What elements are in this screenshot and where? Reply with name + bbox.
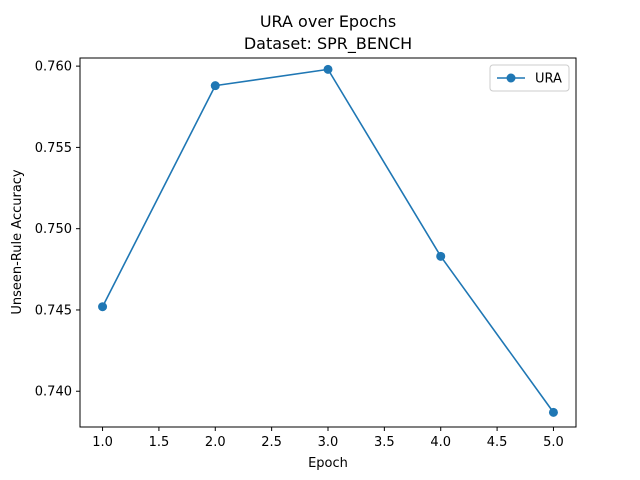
x-tick-label: 1.0	[92, 435, 113, 450]
x-tick-label: 3.0	[318, 435, 339, 450]
data-point	[436, 251, 446, 261]
data-point	[323, 64, 333, 74]
y-tick-label: 0.750	[35, 222, 72, 237]
x-tick-label: 4.5	[487, 435, 508, 450]
x-axis: 1.0 1.5 2.0 2.5 3.0 3.5 4.0 4.5 5.0	[92, 427, 564, 450]
y-axis-label: Unseen-Rule Accuracy	[10, 169, 25, 315]
y-tick-label: 0.755	[35, 141, 72, 156]
y-tick-label: 0.740	[35, 385, 72, 400]
x-tick-label: 5.0	[543, 435, 564, 450]
legend-label-ura: URA	[535, 72, 562, 87]
data-point	[98, 302, 108, 312]
y-axis: 0.740 0.745 0.750 0.755 0.760	[35, 60, 80, 400]
data-point	[548, 407, 558, 417]
data-point	[210, 81, 220, 91]
legend-marker-ura	[506, 73, 516, 83]
x-tick-label: 2.5	[261, 435, 282, 450]
plot-frame	[79, 57, 577, 428]
x-axis-label: Epoch	[308, 456, 348, 471]
series-layer	[98, 64, 558, 417]
x-tick-label: 1.5	[149, 435, 170, 450]
series-line-ura	[101, 68, 555, 413]
chart-title: URA over Epochs	[260, 12, 396, 31]
x-tick-label: 3.5	[374, 435, 395, 450]
chart-subtitle: Dataset: SPR_BENCH	[244, 34, 412, 54]
y-tick-label: 0.760	[35, 60, 72, 75]
y-tick-label: 0.745	[35, 303, 72, 318]
legend: URA	[489, 64, 570, 92]
legend-box	[489, 64, 570, 92]
x-tick-label: 4.0	[430, 435, 451, 450]
plot-area	[79, 57, 577, 428]
x-tick-label: 2.0	[205, 435, 226, 450]
